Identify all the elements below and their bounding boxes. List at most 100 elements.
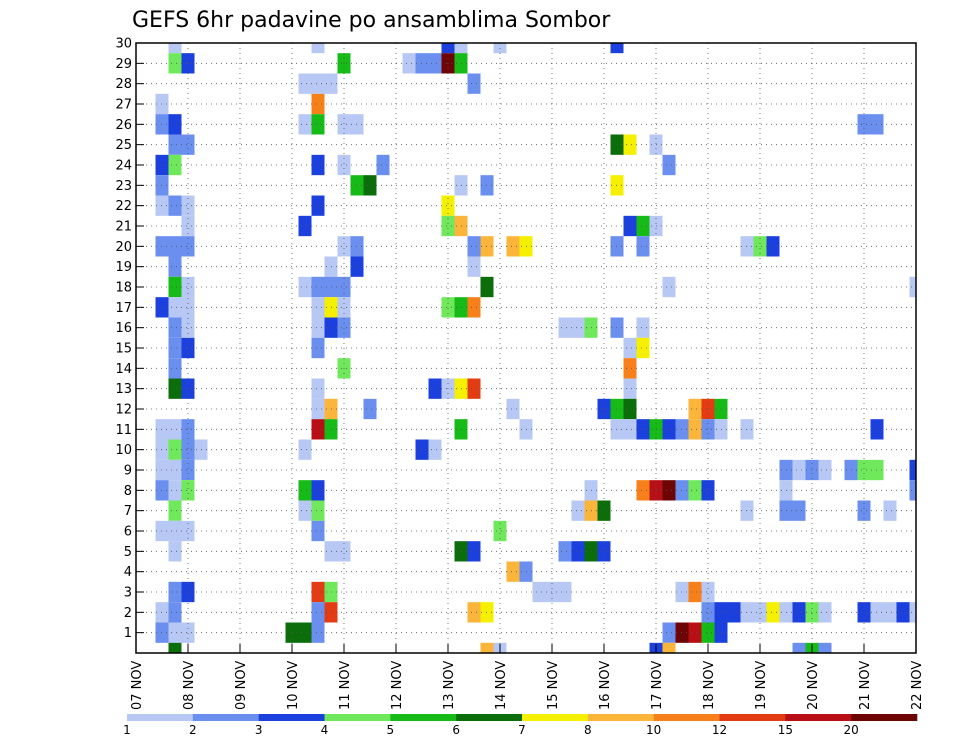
heatmap-cell: [623, 134, 637, 155]
y-tick-label: 7: [124, 504, 132, 519]
legend-swatch: [785, 714, 852, 721]
y-tick-label: 14: [115, 362, 132, 377]
heatmap-cell: [168, 581, 182, 603]
heatmap-cell: [623, 337, 637, 359]
heatmap-cell: [558, 541, 572, 562]
heatmap-cell: [298, 114, 312, 135]
heatmap-cell: [857, 459, 871, 481]
heatmap-cell: [337, 236, 351, 257]
heatmap-cell: [181, 480, 195, 501]
y-tick-label: 21: [115, 220, 132, 235]
heatmap-cell: [467, 256, 481, 277]
heatmap-cell: [818, 642, 832, 653]
x-tick-label: 19 NOV: [754, 661, 769, 710]
heatmap-cell: [181, 236, 195, 257]
x-tick-label: 16 NOV: [598, 661, 613, 710]
y-tick-label: 1: [124, 626, 132, 641]
legend-swatch: [390, 714, 457, 721]
heatmap-cell: [428, 378, 442, 399]
heatmap-cell: [298, 439, 312, 460]
heatmap-cell: [688, 622, 702, 643]
heatmap-cell: [311, 114, 325, 135]
heatmap-cell: [506, 561, 520, 582]
heatmap-cell: [818, 459, 832, 481]
heatmap-cell: [337, 276, 351, 298]
legend-swatch: [456, 714, 523, 721]
y-tick-label: 9: [124, 464, 132, 479]
heatmap-cell: [857, 602, 871, 623]
heatmap-cell: [363, 175, 377, 196]
heatmap-cell: [688, 398, 702, 420]
heatmap-cell: [597, 541, 611, 562]
heatmap-cell: [571, 317, 585, 338]
legend-swatch: [324, 714, 391, 721]
heatmap-cell: [480, 642, 494, 653]
heatmap-cell: [493, 520, 507, 542]
y-tick-label: 4: [124, 565, 132, 580]
heatmap-cell: [662, 480, 676, 501]
heatmap-cell: [168, 541, 182, 562]
heatmap-cell: [181, 317, 195, 338]
heatmap-cell: [818, 602, 832, 623]
heatmap-cell: [688, 480, 702, 501]
heatmap-cell: [441, 195, 455, 216]
heatmap-cell: [168, 480, 182, 501]
y-tick-label: 27: [115, 98, 132, 113]
heatmap-cell: [857, 114, 871, 135]
y-tick-label: 3: [124, 586, 132, 601]
heatmap-cell: [311, 398, 325, 420]
heatmap-cell: [311, 317, 325, 338]
heatmap-cell: [571, 500, 585, 521]
y-tick-label: 26: [115, 118, 132, 133]
y-axis: 1234567891011121314151617181920212223242…: [115, 37, 144, 641]
heatmap-cell: [792, 459, 806, 481]
y-tick-label: 5: [124, 545, 132, 560]
heatmap-cell: [883, 602, 897, 623]
heatmap-cell: [168, 520, 182, 542]
heatmap-cell: [623, 215, 637, 237]
y-tick-label: 18: [115, 281, 132, 296]
legend-label: 10: [646, 723, 661, 737]
heatmap-cell: [311, 195, 325, 216]
heatmap-cell: [337, 114, 351, 135]
heatmap-cell: [181, 622, 195, 643]
heatmap-cell: [688, 581, 702, 603]
heatmap-cell: [168, 419, 182, 440]
heatmap-cell: [662, 154, 676, 176]
heatmap-cell: [168, 642, 182, 653]
heatmap-cell: [792, 500, 806, 521]
heatmap-cell: [311, 520, 325, 542]
heatmap-cell: [792, 642, 806, 653]
y-tick-label: 6: [124, 525, 132, 540]
legend-label: 2: [189, 723, 197, 737]
heatmap-cell: [298, 215, 312, 237]
heatmap-cell: [181, 581, 195, 603]
y-tick-label: 11: [115, 423, 132, 438]
heatmap-cell: [558, 317, 572, 338]
legend-label: 8: [584, 723, 592, 737]
y-tick-label: 28: [115, 77, 132, 92]
legend-swatch: [719, 714, 786, 721]
heatmap-cell: [311, 581, 325, 603]
heatmap-cell: [181, 439, 195, 460]
heatmap-cell: [467, 236, 481, 257]
heatmap-cell: [909, 276, 916, 298]
heatmap-cell: [571, 541, 585, 562]
x-tick-label: 08 NOV: [182, 661, 197, 710]
heatmap-cell: [168, 500, 182, 521]
heatmap-cell: [454, 43, 468, 54]
heatmap-cell: [909, 602, 916, 623]
x-tick-label: 22 NOV: [910, 661, 925, 710]
y-tick-label: 2: [124, 606, 132, 621]
heatmap-cell: [701, 419, 715, 440]
x-tick-label: 11 NOV: [338, 661, 353, 710]
heatmap-cell: [636, 236, 650, 257]
heatmap-cell: [168, 297, 182, 318]
heatmap-cell: [467, 602, 481, 623]
heatmap-cell: [168, 317, 182, 338]
heatmap-cell: [168, 622, 182, 643]
y-tick-label: 8: [124, 484, 132, 499]
heatmap-cell: [337, 154, 351, 176]
legend-swatch: [851, 714, 918, 721]
